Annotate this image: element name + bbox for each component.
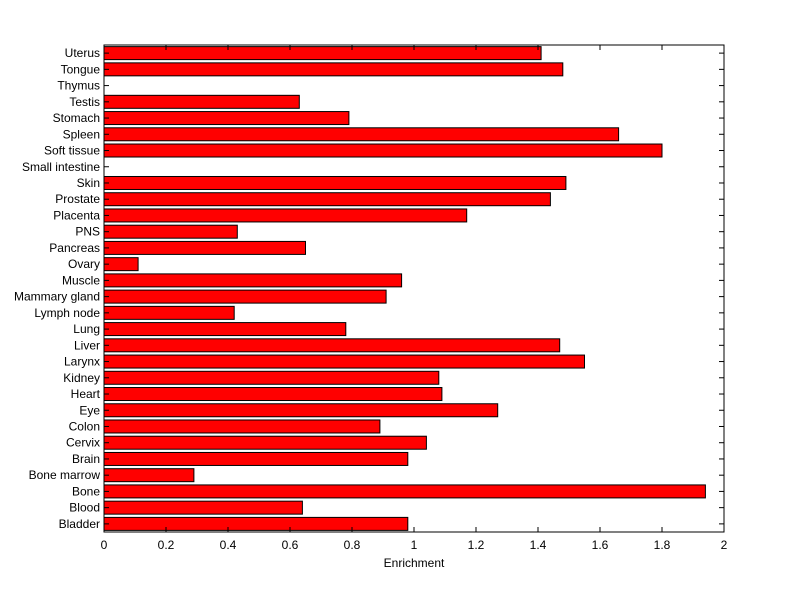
category-label-larynx: Larynx — [64, 355, 100, 369]
bar-lymph-node — [103, 305, 235, 320]
category-label-lung: Lung — [73, 322, 100, 336]
bar-soft-tissue — [103, 143, 663, 158]
category-label-pancreas: Pancreas — [49, 241, 100, 255]
category-label-soft-tissue: Soft tissue — [44, 144, 100, 158]
category-label-kidney: Kidney — [63, 371, 100, 385]
category-label-ovary: Ovary — [68, 257, 100, 271]
category-label-colon: Colon — [69, 419, 100, 433]
category-label-bone: Bone — [72, 484, 100, 498]
bar-stomach — [103, 111, 350, 126]
x-tick-label: 1.8 — [654, 538, 671, 552]
x-tick-label: 1 — [411, 538, 418, 552]
x-tick-label: 2 — [721, 538, 728, 552]
category-label-muscle: Muscle — [62, 273, 100, 287]
category-label-mammary-gland: Mammary gland — [14, 290, 100, 304]
bar-eye — [103, 403, 499, 418]
x-tick-label: 1.6 — [592, 538, 609, 552]
category-label-brain: Brain — [72, 452, 100, 466]
category-label-bladder: Bladder — [59, 517, 100, 531]
category-labels: Bladder Blood Bone Bone marrow Brain Cervix Co… — [14, 46, 101, 531]
bar-lung — [103, 322, 347, 337]
bar-skin — [103, 175, 567, 190]
bar-muscle — [103, 273, 403, 288]
x-tick-labels: 0 0.2 0.4 0.6 0.8 1 1.2 1.4 1.6 1.8 2 — [101, 538, 728, 552]
bar-kidney — [103, 370, 440, 385]
x-axis-title: Enrichment — [384, 556, 445, 570]
category-label-small-intestine: Small intestine — [22, 160, 100, 174]
bar-liver — [103, 338, 561, 353]
category-label-testis: Testis — [69, 95, 100, 109]
bar-prostate — [103, 192, 551, 207]
bar-bone — [103, 484, 706, 499]
category-label-lymph-node: Lymph node — [34, 306, 100, 320]
x-tick-label: 1.4 — [530, 538, 547, 552]
x-tick-label: 0 — [101, 538, 108, 552]
bar-larynx — [103, 354, 585, 369]
bar-heart — [103, 387, 443, 402]
x-tick-label: 0.8 — [344, 538, 361, 552]
x-tick-label: 0.6 — [282, 538, 299, 552]
category-label-prostate: Prostate — [55, 192, 100, 206]
category-label-placenta: Placenta — [53, 208, 100, 222]
x-tick-label: 0.4 — [220, 538, 237, 552]
category-label-blood: Blood — [69, 501, 100, 515]
bar-tongue — [103, 62, 564, 77]
bar-blood — [103, 500, 303, 515]
bar-spleen — [103, 127, 620, 142]
x-tick-label: 0.2 — [158, 538, 175, 552]
bar-testis — [103, 94, 300, 109]
bar-pancreas — [103, 240, 306, 255]
category-label-skin: Skin — [77, 176, 100, 190]
bar-pns — [103, 224, 238, 239]
category-label-cervix: Cervix — [66, 436, 100, 450]
bar-cervix — [103, 435, 427, 450]
category-label-liver: Liver — [74, 338, 100, 352]
x-tick-label: 1.2 — [468, 538, 485, 552]
category-label-uterus: Uterus — [65, 46, 100, 60]
category-label-thymus: Thymus — [57, 79, 100, 93]
category-label-eye: Eye — [79, 403, 100, 417]
category-label-spleen: Spleen — [63, 127, 100, 141]
bar-brain — [103, 451, 409, 466]
bar-placenta — [103, 208, 468, 223]
bars-layer — [103, 46, 706, 531]
category-label-tongue: Tongue — [61, 62, 101, 76]
bar-mammary-gland — [103, 289, 387, 304]
bar-bone-marrow — [103, 468, 195, 483]
bar-colon — [103, 419, 381, 434]
bar-ovary — [103, 257, 139, 272]
category-label-bone-marrow: Bone marrow — [29, 468, 101, 482]
plot-frame — [103, 44, 725, 533]
category-label-pns: PNS — [75, 225, 100, 239]
category-label-stomach: Stomach — [53, 111, 100, 125]
category-label-heart: Heart — [71, 387, 101, 401]
bar-bladder — [103, 516, 409, 531]
